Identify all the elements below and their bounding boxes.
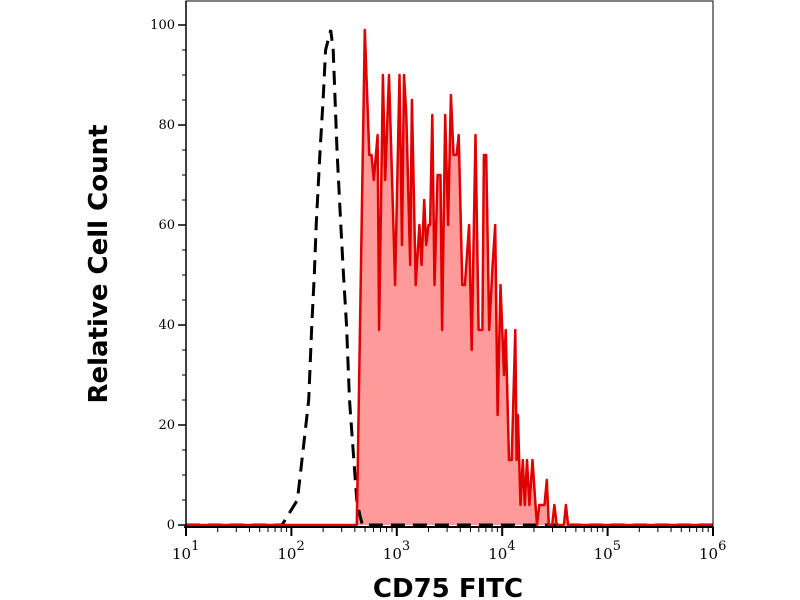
y-tick-label: 0: [167, 518, 175, 533]
y-tick-label: 60: [158, 218, 175, 233]
control-dashed-line: [186, 29, 713, 527]
x-tick-label: 102: [277, 539, 304, 563]
y-tick-label: 40: [158, 318, 175, 333]
x-axis-title: CD75 FITC: [373, 574, 523, 600]
y-axis-title: Relative Cell Count: [84, 124, 114, 403]
x-tick-label: 106: [699, 539, 726, 563]
x-tick-label: 105: [594, 539, 621, 563]
series-layer: [186, 28, 713, 527]
axis-layer: 0 20 40 60 80 100 101 102 103 104 105 106: [150, 18, 726, 563]
sample-histogram-line: [186, 28, 713, 527]
x-tick-label: 101: [172, 539, 199, 563]
histogram-fill-area: [186, 30, 713, 525]
y-tick-label: 20: [158, 418, 175, 433]
y-tick-label: 80: [158, 118, 175, 133]
x-tick-label: 104: [488, 539, 515, 563]
y-tick-label: 100: [150, 18, 175, 33]
x-tick-label: 103: [383, 539, 410, 563]
